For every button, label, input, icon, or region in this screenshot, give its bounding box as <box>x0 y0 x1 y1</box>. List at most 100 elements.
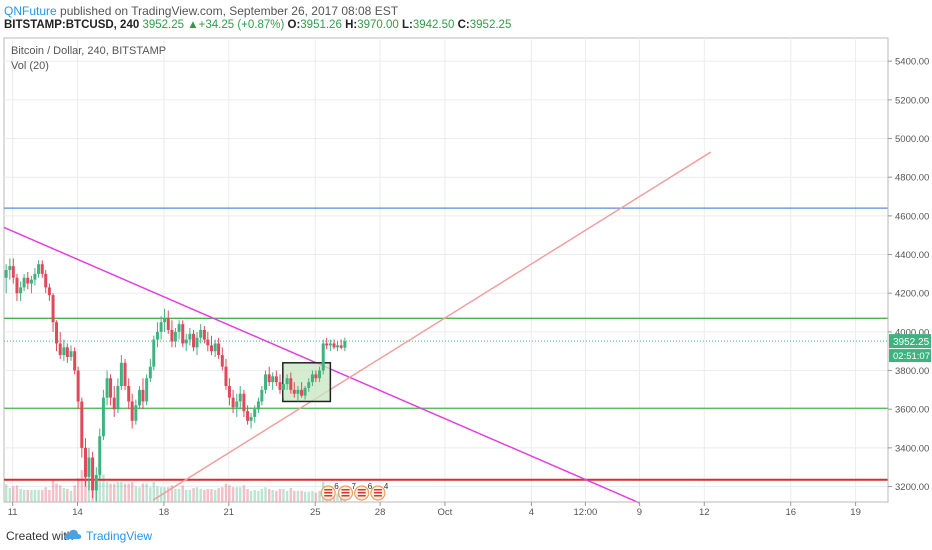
footer: Created with TradingView <box>0 520 932 550</box>
volume-bar <box>236 487 238 502</box>
candle-body <box>152 340 155 367</box>
volume-bar <box>145 484 147 502</box>
candle-body <box>160 322 163 332</box>
candle-body <box>124 363 127 386</box>
candle <box>145 374 148 405</box>
candle-body <box>250 417 253 421</box>
candle-body <box>145 378 148 401</box>
volume-bar <box>308 492 310 502</box>
time-tick-label: 19 <box>850 507 861 518</box>
candle-body <box>282 384 285 390</box>
candle-body <box>329 343 332 345</box>
volume-bar <box>27 490 29 502</box>
candle-body <box>113 398 116 410</box>
candle-body <box>149 367 152 379</box>
candle-body <box>131 401 134 420</box>
candle-body <box>30 280 33 284</box>
volume-bar <box>178 489 180 502</box>
time-axis[interactable]: 11 14 18 21 25 28 Oct 4 12:00 9 12 16 19 <box>4 502 888 518</box>
price-chart[interactable]: 6 7 6 4 5400.00 5200.00 5000.00 4800.00 4600.00… <box>0 36 932 520</box>
candle-body <box>311 374 314 382</box>
flag-stripe <box>324 495 332 497</box>
volume-bar <box>282 489 284 502</box>
publisher-name[interactable]: QNFuture <box>4 4 57 18</box>
volume-bar <box>48 490 50 502</box>
volume-bar <box>73 485 75 502</box>
volume-bar <box>52 480 54 502</box>
candle-body <box>253 409 256 417</box>
candle-body <box>228 386 231 398</box>
candle-body <box>84 448 87 477</box>
candle-body <box>127 386 130 401</box>
volume-bar <box>156 486 158 502</box>
candle <box>73 347 76 374</box>
candle-body <box>116 386 119 409</box>
volume-bar <box>311 491 313 502</box>
volume-bar <box>297 491 299 502</box>
volume-bar <box>239 487 241 502</box>
candle-body <box>23 278 26 288</box>
candle-body <box>109 378 112 397</box>
candle-body <box>80 401 83 447</box>
last-price: 3952.25 <box>142 19 184 31</box>
time-tick-label: 18 <box>159 507 170 518</box>
candle-body <box>264 374 267 389</box>
volume-bar <box>192 488 194 502</box>
candle <box>181 320 184 347</box>
flag-stripe <box>374 492 382 494</box>
price-tick-label: 4800.00 <box>895 173 929 184</box>
plot-area[interactable] <box>4 38 888 502</box>
flag-stripe <box>341 489 349 491</box>
time-tick-label: 25 <box>310 507 321 518</box>
volume-bar <box>19 489 21 502</box>
price-tick-label: 3600.00 <box>895 405 929 416</box>
candle-body <box>221 355 224 367</box>
time-tick-label: 12 <box>699 507 710 518</box>
volume-bar <box>228 485 230 502</box>
volume-bar <box>5 485 7 503</box>
candle-body <box>322 343 325 370</box>
flag-stripe <box>324 489 332 491</box>
volume-bar <box>261 489 263 502</box>
candle-body <box>185 340 188 344</box>
close-value: 3952.25 <box>470 19 512 31</box>
candle-body <box>242 394 245 411</box>
candle-body <box>59 343 62 355</box>
candle-body <box>196 338 199 348</box>
candle-body <box>120 363 123 386</box>
candle-body <box>188 334 191 340</box>
volume-legend: Vol (20) <box>11 60 49 72</box>
candle-body <box>44 274 47 288</box>
volume-bar <box>264 487 266 502</box>
open-label: O: <box>288 19 301 31</box>
volume-bar <box>293 491 295 502</box>
candle-body <box>163 318 166 322</box>
price-tick-label: 4400.00 <box>895 250 929 261</box>
tradingview-brand[interactable]: TradingView <box>86 529 152 543</box>
volume-bar <box>34 490 36 502</box>
price-tick-label: 5000.00 <box>895 134 929 145</box>
candle-body <box>210 345 213 351</box>
candle-body <box>87 458 90 477</box>
price-axis[interactable]: 5400.00 5200.00 5000.00 4800.00 4600.00 4400.… <box>888 38 932 502</box>
volume-bar <box>243 485 245 502</box>
candle-body <box>304 388 307 396</box>
candle-body <box>268 374 271 382</box>
volume-bar <box>217 488 219 502</box>
candle-body <box>70 351 73 357</box>
time-tick-label: 28 <box>375 507 386 518</box>
candle-body <box>26 278 29 284</box>
candle-body <box>138 390 141 405</box>
price-tick-label: 5400.00 <box>895 57 929 68</box>
candle <box>322 340 325 375</box>
candle-body <box>181 324 184 343</box>
low-label: L: <box>402 19 413 31</box>
volume-bar <box>23 490 25 502</box>
candle-body <box>214 343 217 351</box>
candle-body <box>48 287 51 295</box>
volume-bar <box>279 489 281 502</box>
volume-bar <box>304 492 306 502</box>
candle-body <box>174 332 177 342</box>
candle-body <box>325 343 328 345</box>
volume-bar <box>268 489 270 502</box>
